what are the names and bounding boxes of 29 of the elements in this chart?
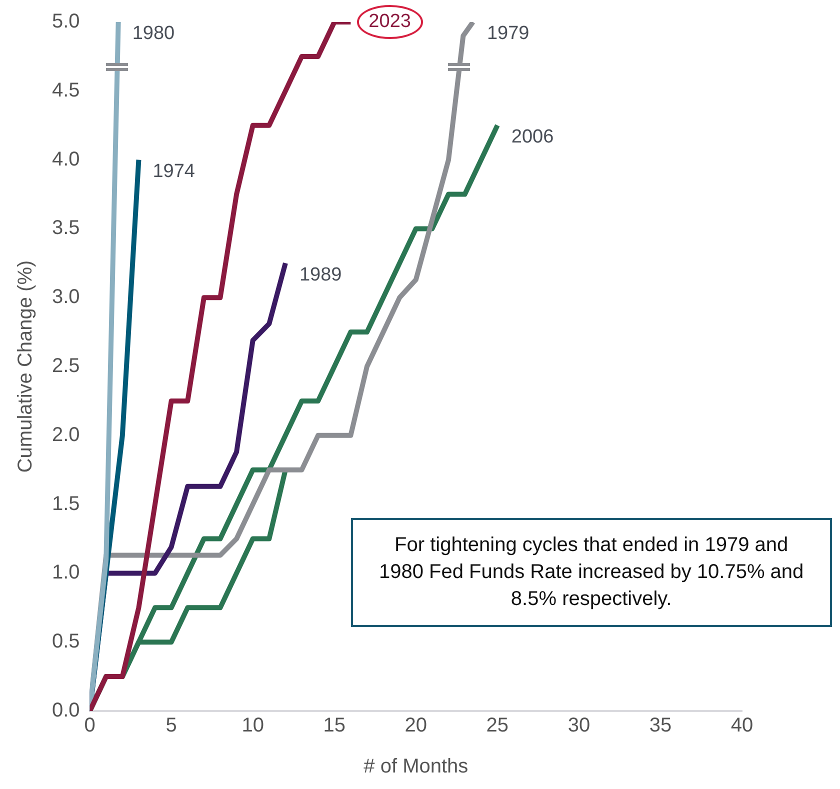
x-tick-label: 5 [166,714,177,737]
series-label: 2023 [368,11,411,32]
y-tick-label: 0.0 [52,700,80,722]
x-tick-label: 35 [649,714,672,737]
x-tick-label: 40 [730,714,754,737]
series-label: 1974 [152,161,196,182]
series-label: 1989 [299,264,342,286]
series-label: 2006 [511,126,554,148]
y-tick-label: 0.5 [52,630,80,653]
y-tick-label: 2.5 [52,355,80,378]
x-axis-title: # of Months [364,756,468,778]
x-tick-label: 20 [404,714,428,737]
series-label: 1979 [486,23,530,44]
y-tick-label: 2.0 [52,424,80,446]
y-tick-label: 5.0 [52,10,80,33]
x-tick-label: 0 [84,714,96,737]
x-tick-label: 15 [323,714,346,737]
x-tick-label: 30 [568,714,590,737]
x-tick-label: 25 [486,714,509,737]
y-tick-label: 1.0 [52,562,80,584]
y-tick-label: 4.5 [52,79,80,102]
y-axis-title: Cumulative Change (%) [14,260,37,473]
y-tick-label: 1.5 [52,492,80,515]
x-tick-label: 10 [242,714,264,737]
y-tick-label: 3.5 [52,217,80,240]
annotation: For tightening cycles that ended in 1979 and 1980 Fed Funds Rate increased by 10.75% and 8.5% respectively. [350,518,832,628]
y-tick-label: 4.0 [52,148,80,170]
y-tick-label: 3.0 [52,286,80,308]
series-label: 1980 [132,23,175,44]
